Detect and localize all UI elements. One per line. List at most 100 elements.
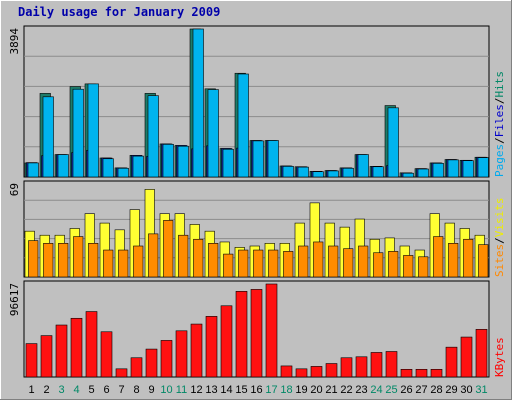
sites-bar [283, 251, 294, 278]
kbytes-bar [385, 351, 398, 378]
pages-bar [132, 155, 144, 178]
x-tick-label: 13 [205, 384, 217, 396]
x-tick-label: 8 [133, 384, 139, 396]
series-legend: Sites/Visits [493, 198, 506, 278]
pages-bar [327, 170, 339, 178]
panel-3: 96617 KBytes [8, 280, 506, 378]
pages-bar [477, 157, 489, 178]
kbytes-bar [130, 357, 143, 378]
x-tick-label: 24 [370, 384, 382, 396]
kbytes-bar [475, 329, 488, 378]
kbytes-bar [445, 346, 458, 378]
x-tick-label: 16 [250, 384, 262, 396]
kbytes-bar [205, 316, 218, 378]
pages-bar [57, 154, 69, 178]
pages-bar [147, 95, 159, 178]
x-tick-label: 27 [415, 384, 427, 396]
kbytes-bar [40, 335, 53, 378]
x-tick-label: 28 [430, 384, 442, 396]
pages-bar [117, 167, 129, 178]
kbytes-bar [265, 283, 278, 378]
x-tick-label: 14 [220, 384, 232, 396]
sites-bar [73, 236, 84, 278]
pages-bar [462, 160, 474, 178]
sites-bar [358, 245, 369, 278]
panel-2: 69 Sites/Visits [8, 180, 506, 278]
pages-bar [87, 83, 99, 178]
kbytes-bar [160, 340, 173, 378]
pages-bar [72, 88, 84, 178]
x-tick-label: 4 [73, 384, 79, 396]
pages-bar [252, 140, 264, 178]
kbytes-bar [115, 368, 128, 378]
kbytes-bar [460, 336, 473, 378]
x-tick-label: 1 [28, 384, 34, 396]
kbytes-bar [400, 368, 413, 378]
kbytes-bar [25, 343, 38, 378]
x-tick-label: 10 [160, 384, 172, 396]
sites-bar [88, 243, 99, 278]
kbytes-bar [145, 348, 158, 378]
sites-bar [223, 253, 234, 278]
axis-max-label: 96617 [8, 283, 21, 316]
pages-bar [42, 96, 54, 178]
x-tick-label: 3 [58, 384, 64, 396]
kbytes-bar [55, 324, 68, 378]
x-tick-label: 21 [325, 384, 337, 396]
sites-bar [448, 243, 459, 278]
sites-bar [403, 255, 414, 278]
pages-bar [417, 168, 429, 178]
sites-bar [328, 245, 339, 278]
kbytes-bar [325, 363, 338, 378]
x-tick-label: 26 [400, 384, 412, 396]
pages-bar [372, 166, 384, 178]
legend-entry: / [493, 137, 506, 144]
x-tick-label: 18 [280, 384, 292, 396]
kbytes-bar [85, 311, 98, 378]
x-tick-label: 5 [88, 384, 94, 396]
kbytes-bar [175, 330, 188, 378]
kbytes-bar [70, 317, 83, 378]
pages-bar [27, 162, 39, 178]
sites-bar [388, 251, 399, 278]
pages-bar [447, 159, 459, 178]
pages-bar [402, 172, 414, 178]
kbytes-bar [415, 368, 428, 378]
legend-entry: KBytes [493, 337, 506, 377]
kbytes-bar [100, 331, 113, 378]
kbytes-bar [190, 323, 203, 378]
pages-bar [432, 163, 444, 178]
series-legend: KBytes [493, 337, 506, 377]
axis-max-label: 69 [8, 183, 21, 196]
sites-bar [268, 249, 279, 278]
x-tick-label: 20 [310, 384, 322, 396]
x-tick-label: 31 [475, 384, 487, 396]
legend-entry: Visits [493, 198, 506, 238]
legend-entry: Files [493, 104, 506, 137]
kbytes-bar [220, 305, 233, 378]
kbytes-bar [370, 352, 383, 378]
pages-bar [312, 171, 324, 178]
x-tick-label: 17 [265, 384, 277, 396]
sites-bar [373, 252, 384, 278]
sites-bar [163, 220, 174, 278]
x-tick-label: 6 [103, 384, 109, 396]
sites-bar [43, 243, 54, 278]
axis-max-label: 3894 [8, 28, 21, 55]
pages-bar [297, 166, 309, 178]
sites-bar [208, 243, 219, 278]
pages-bar [102, 158, 114, 178]
legend-entry: Sites [493, 244, 506, 277]
sites-bar [178, 234, 189, 278]
sites-bar [253, 249, 264, 278]
pages-bar [282, 166, 294, 178]
kbytes-bar [295, 368, 308, 378]
pages-bar [192, 28, 204, 178]
x-tick-label: 11 [176, 384, 187, 396]
pages-bar [222, 148, 234, 178]
kbytes-bar [355, 356, 368, 378]
sites-bar [28, 240, 39, 278]
sites-bar [343, 248, 354, 278]
sites-bar [148, 233, 159, 278]
